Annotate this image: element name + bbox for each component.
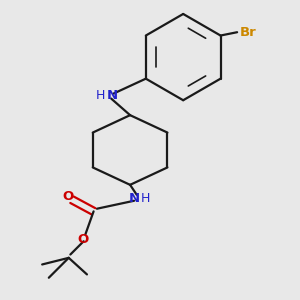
Text: H: H [96,89,105,102]
Text: N: N [107,89,118,102]
Text: H: H [141,192,150,205]
Text: N: N [129,192,140,205]
Text: Br: Br [239,26,256,39]
Text: O: O [77,233,88,246]
Text: O: O [62,190,74,203]
